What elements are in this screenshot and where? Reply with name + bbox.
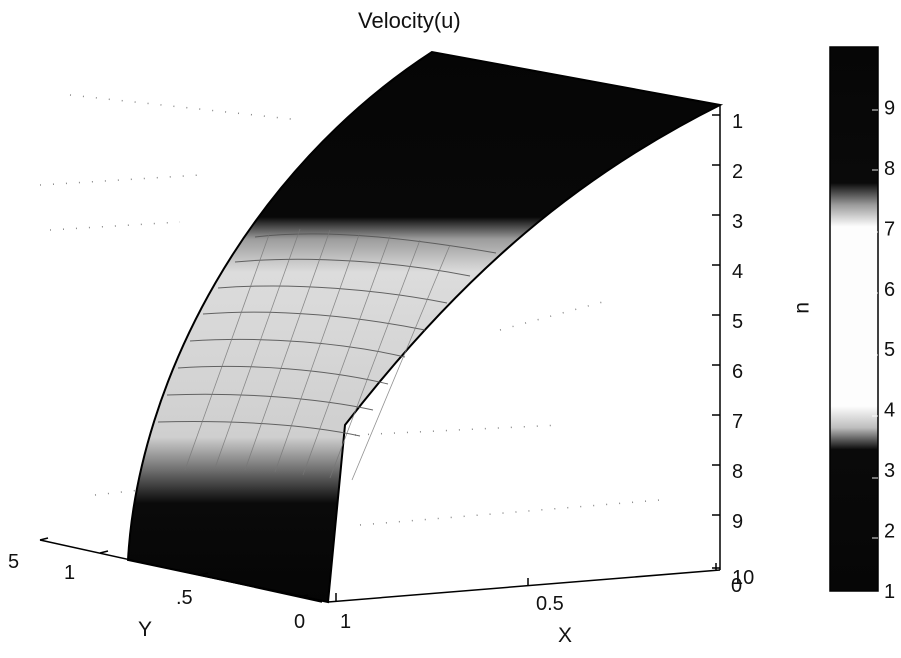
z-tick-label: 10 [732, 567, 754, 589]
velocity-surface [126, 50, 724, 604]
colorbar-tick-label: 2 [884, 521, 895, 543]
z-tick-label: 2 [732, 161, 743, 183]
z-tick-label: 6 [732, 361, 743, 383]
x-tick-label: 0.5 [536, 593, 564, 615]
x-tick-labels: 1 0.5 0 [340, 575, 742, 633]
colorbar-tick-label: 7 [884, 218, 895, 240]
z-tick-label: 8 [732, 461, 743, 483]
colorbar-tick-label: 3 [884, 460, 895, 482]
colorbar-tick-label: 6 [884, 279, 895, 301]
colorbar-tick-label: 1 [884, 581, 895, 603]
colorbar-tick-label: 4 [884, 400, 895, 422]
z-tick-label: 1 [732, 111, 743, 133]
surface-body [126, 50, 724, 604]
chart-title: Velocity(u) [358, 8, 461, 33]
z-tick-label: 7 [732, 411, 743, 433]
y-tick-label: 1 [64, 562, 75, 584]
x-tick-label: 0 [731, 575, 742, 597]
z-axis-label: u [792, 302, 815, 314]
background-grid [39, 94, 701, 526]
z-tick-labels: 1 2 3 4 5 6 7 8 9 10 [732, 111, 754, 589]
colorbar-fill [829, 46, 879, 592]
colorbar: 1 2 3 4 5 6 7 8 9 [829, 46, 895, 603]
y-tick-label: 0 [294, 611, 305, 633]
y-tick-label: .5 [176, 587, 193, 609]
z-tick-label: 5 [732, 311, 743, 333]
y-tick-label: 5 [8, 551, 19, 573]
axis-box [39, 105, 721, 603]
x-ticks [335, 563, 717, 601]
x-axis-label: X [558, 624, 572, 647]
z-ticks [712, 114, 720, 569]
x-tick-label: 1 [340, 611, 351, 633]
colorbar-tick-label: 9 [884, 97, 895, 119]
colorbar-tick-label: 8 [884, 158, 895, 180]
y-axis-label: Y [138, 618, 152, 641]
y-ticks [39, 537, 309, 598]
z-tick-label: 4 [732, 261, 743, 283]
z-tick-label: 3 [732, 211, 743, 233]
y-tick-labels: 0 .5 1 5 [8, 551, 305, 633]
z-tick-label: 9 [732, 511, 743, 533]
colorbar-tick-label: 5 [884, 339, 895, 361]
colorbar-tick-labels: 1 2 3 4 5 6 7 8 9 [884, 97, 895, 603]
